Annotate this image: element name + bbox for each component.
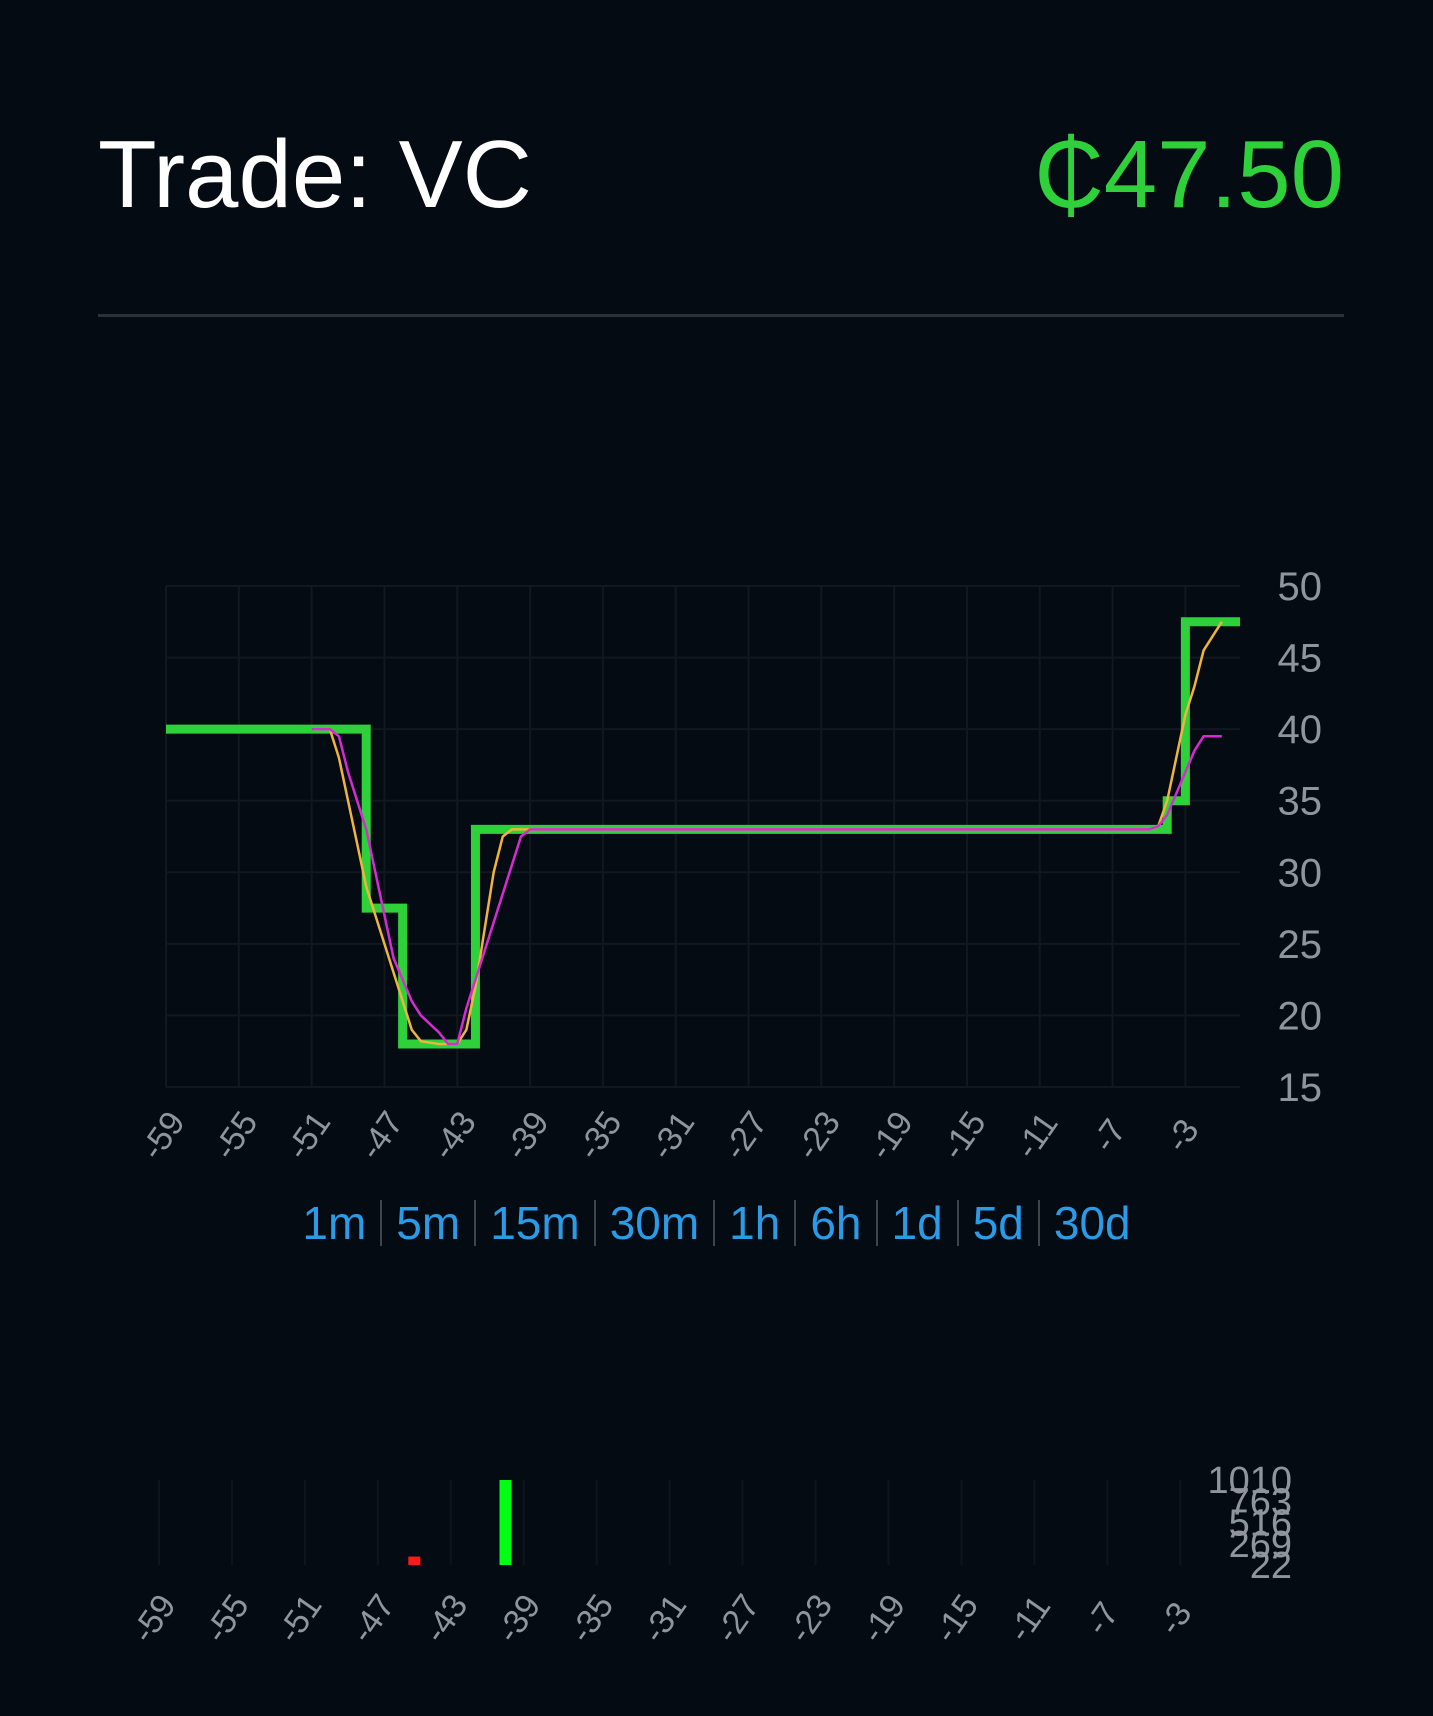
x-tick-label: -47 <box>352 1105 411 1167</box>
y-tick-label: 35 <box>1278 780 1323 824</box>
tab-6h[interactable]: 6h <box>810 1197 862 1249</box>
tab-5d[interactable]: 5d <box>972 1197 1024 1249</box>
volume-grid <box>158 1480 1182 1565</box>
timeframe-tabs: 1m 5m 15m 30m 1h 6h 1d 5d 30d <box>0 1191 1433 1255</box>
volume-x-tick-label: -35 <box>562 1588 621 1650</box>
x-tick-label: -3 <box>1158 1112 1206 1159</box>
volume-x-tick-label: -15 <box>927 1588 986 1650</box>
volume-bars <box>408 1480 512 1565</box>
tab-separator <box>956 1200 959 1246</box>
series-ma_fast-line <box>311 621 1223 1046</box>
tab-separator <box>593 1200 596 1246</box>
x-tick-label: -11 <box>1008 1106 1066 1166</box>
x-tick-label: -27 <box>716 1105 775 1167</box>
tab-separator <box>380 1200 383 1246</box>
x-tick-label: -23 <box>789 1105 848 1167</box>
x-tick-label: -43 <box>425 1105 484 1167</box>
y-tick-label: 50 <box>1278 565 1323 609</box>
price-series <box>166 617 1240 1049</box>
series-ma_slow-line <box>311 727 1222 1046</box>
header: Trade: VC ₵47.50 <box>98 120 1344 230</box>
tab-1m[interactable]: 1m <box>302 1197 367 1249</box>
volume-x-tick-label: -19 <box>854 1588 913 1650</box>
x-tick-label: -59 <box>133 1105 192 1167</box>
volume-x-axis: -59 -55 -51 -47 -43 -39 -35 -31 -27 -23 -19 -15 -11-… <box>124 1588 1199 1650</box>
current-price: ₵47.50 <box>1034 121 1344 228</box>
y-tick-label: 15 <box>1278 1066 1323 1110</box>
volume-x-tick-label: -55 <box>197 1588 256 1650</box>
volume-x-tick-label: -27 <box>708 1588 767 1650</box>
price-x-axis: -59 -55 -51 -47 -43 -39 -35 -31 -27 -23 -19 -15 -11-… <box>133 1105 1206 1167</box>
volume-x-tick-label: -11 <box>1000 1589 1058 1649</box>
volume-x-tick-label: -39 <box>489 1588 548 1650</box>
volume-x-tick-label: -23 <box>781 1588 840 1650</box>
tab-separator <box>1037 1200 1040 1246</box>
x-tick-label: -7 <box>1085 1112 1133 1159</box>
volume-x-tick-label: -47 <box>343 1588 402 1650</box>
y-tick-label: 45 <box>1278 637 1323 681</box>
tab-30m[interactable]: 30m <box>609 1197 700 1249</box>
tab-separator <box>474 1200 477 1246</box>
y-tick-label: 30 <box>1278 851 1323 895</box>
price-y-axis: 50 45 40 35 30 25 20 15 <box>1278 565 1323 1110</box>
volume-x-tick-label: -3 <box>1151 1595 1199 1642</box>
volume-bar <box>408 1556 421 1565</box>
price-grid <box>165 585 1240 1088</box>
x-tick-label: -35 <box>570 1105 629 1167</box>
x-tick-label: -31 <box>643 1105 702 1167</box>
volume-y-tick-label: 22 <box>1250 1545 1292 1587</box>
volume-x-tick-label: -31 <box>635 1588 694 1650</box>
tab-1d[interactable]: 1d <box>891 1197 943 1249</box>
volume-x-tick-label: -51 <box>270 1588 329 1650</box>
divider <box>98 314 1344 317</box>
y-tick-label: 20 <box>1278 994 1323 1038</box>
tab-30d[interactable]: 30d <box>1053 1197 1131 1249</box>
y-tick-label: 40 <box>1278 708 1323 752</box>
volume-y-tick-label: 763 <box>1229 1481 1292 1523</box>
tab-separator <box>794 1200 797 1246</box>
y-tick-label: 25 <box>1278 923 1323 967</box>
page-title: Trade: VC <box>98 121 532 228</box>
x-tick-label: -15 <box>934 1105 993 1167</box>
tab-1h[interactable]: 1h <box>729 1197 781 1249</box>
volume-y-tick-label: 269 <box>1229 1524 1292 1566</box>
volume-x-tick-label: -7 <box>1078 1595 1126 1642</box>
volume-y-tick-label: 1010 <box>1207 1460 1292 1502</box>
volume-y-tick-label: 516 <box>1229 1503 1292 1545</box>
tab-5m[interactable]: 5m <box>396 1197 461 1249</box>
tab-15m[interactable]: 15m <box>490 1197 580 1249</box>
volume-x-tick-label: -43 <box>416 1588 475 1650</box>
x-tick-label: -51 <box>279 1105 338 1167</box>
tab-separator <box>875 1200 878 1246</box>
x-tick-label: -55 <box>206 1105 265 1167</box>
volume-bar <box>499 1480 512 1565</box>
x-tick-label: -39 <box>497 1105 556 1167</box>
volume-x-tick-label: -59 <box>124 1588 183 1650</box>
series-price-line <box>166 617 1240 1049</box>
tab-separator <box>713 1200 716 1246</box>
x-tick-label: -19 <box>861 1105 920 1167</box>
